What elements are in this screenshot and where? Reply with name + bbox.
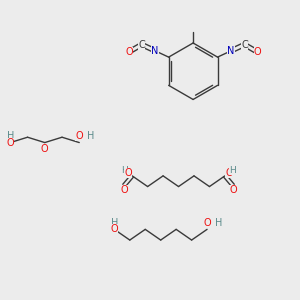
Text: O: O <box>124 168 132 178</box>
Text: N: N <box>152 46 159 56</box>
Text: C: C <box>241 40 248 50</box>
Text: O: O <box>120 185 128 195</box>
Text: H: H <box>111 218 118 228</box>
Text: O: O <box>203 218 211 228</box>
Text: O: O <box>7 138 14 148</box>
Text: H: H <box>229 166 236 175</box>
Text: H: H <box>87 131 94 141</box>
Text: H: H <box>122 166 128 175</box>
Text: O: O <box>225 168 233 178</box>
Text: O: O <box>41 144 49 154</box>
Text: O: O <box>254 47 261 57</box>
Text: O: O <box>125 47 133 57</box>
Text: O: O <box>110 224 118 234</box>
Text: H: H <box>215 218 222 228</box>
Text: O: O <box>229 185 237 195</box>
Text: H: H <box>7 131 14 141</box>
Text: O: O <box>75 131 83 141</box>
Text: N: N <box>227 46 235 56</box>
Text: C: C <box>138 40 145 50</box>
